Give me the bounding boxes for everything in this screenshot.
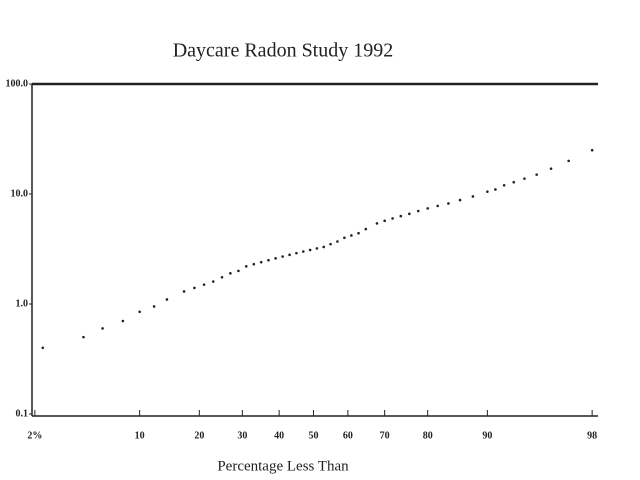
point	[308, 248, 312, 252]
point	[301, 250, 305, 253]
point	[375, 222, 379, 225]
point	[567, 159, 570, 163]
x-tick-label: 40	[274, 430, 284, 441]
point	[252, 262, 256, 266]
point	[315, 247, 319, 250]
point	[322, 245, 326, 249]
point	[590, 148, 594, 152]
point	[82, 335, 85, 339]
point	[391, 217, 394, 220]
point	[447, 202, 450, 205]
point	[211, 280, 215, 283]
point	[357, 231, 360, 235]
point	[138, 310, 141, 314]
y-tick-label: 0.1	[16, 408, 29, 419]
point	[101, 327, 104, 330]
point	[329, 242, 332, 246]
point	[237, 269, 240, 273]
x-tick-label: 10	[135, 430, 145, 441]
x-tick-label: 80	[423, 430, 433, 441]
point	[121, 319, 125, 323]
point	[193, 286, 196, 290]
point	[535, 173, 538, 176]
point	[486, 190, 489, 193]
x-tick-label: 50	[309, 430, 319, 441]
chart-title: Daycare Radon Study 1992	[173, 40, 394, 62]
point	[244, 265, 248, 268]
point	[152, 305, 156, 308]
point	[267, 258, 270, 262]
point	[274, 257, 277, 260]
point	[502, 183, 506, 187]
point	[549, 167, 553, 170]
point	[343, 236, 346, 240]
x-tick-label: 2%	[27, 430, 42, 441]
y-tick-label: 100.0	[6, 78, 29, 89]
y-tick-label: 1.0	[16, 298, 29, 309]
x-tick-label: 30	[237, 430, 247, 441]
point	[494, 188, 497, 191]
point	[288, 253, 291, 257]
point	[295, 251, 298, 255]
point	[281, 255, 284, 258]
x-tick-label: 90	[482, 430, 492, 441]
point	[458, 198, 462, 202]
point	[523, 177, 526, 180]
point	[364, 227, 368, 231]
point	[220, 275, 224, 279]
x-tick-label: 20	[194, 430, 204, 441]
point	[436, 204, 439, 208]
point	[259, 260, 263, 264]
x-axis-label: Percentage Less Than	[217, 458, 349, 474]
point	[399, 214, 403, 218]
x-tick-label: 70	[380, 430, 390, 441]
x-tick-label: 98	[587, 430, 597, 441]
point	[471, 195, 475, 198]
point	[408, 212, 411, 216]
point	[350, 234, 353, 237]
point	[165, 298, 169, 301]
y-tick-label: 10.0	[11, 188, 29, 199]
point	[383, 219, 386, 223]
x-tick-label: 60	[343, 430, 353, 441]
point	[41, 346, 45, 350]
point	[182, 290, 186, 293]
point	[202, 283, 206, 286]
point	[512, 180, 516, 184]
point	[416, 209, 420, 213]
point	[336, 240, 339, 243]
point	[229, 272, 232, 275]
point	[426, 207, 429, 210]
